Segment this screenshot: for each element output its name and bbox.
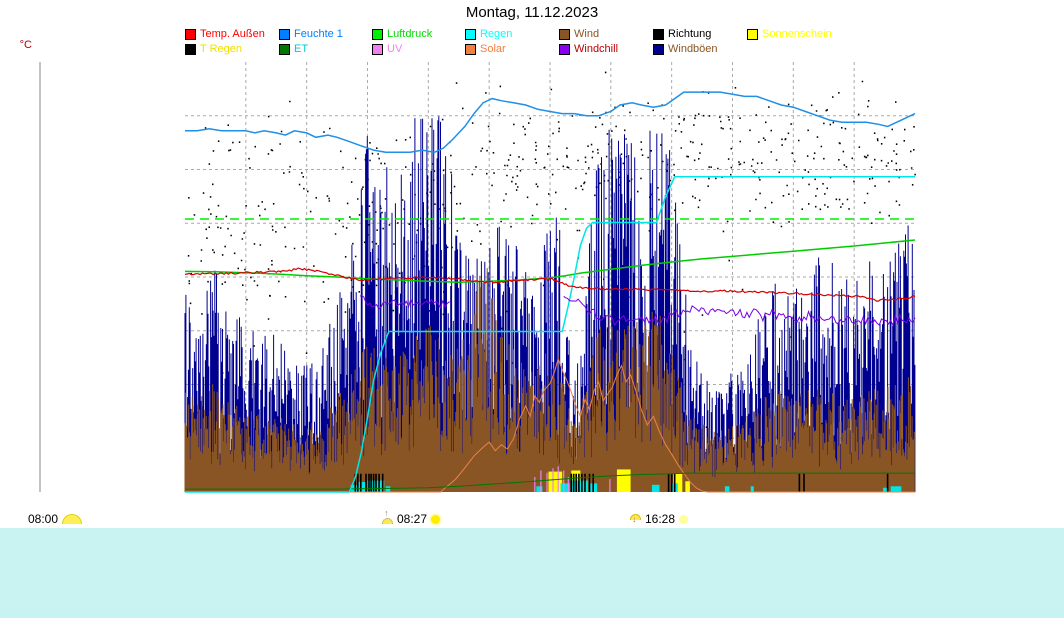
series-feuchte-1	[185, 91, 916, 154]
legend-item-richtung: Richtung	[653, 28, 711, 40]
sunset-icon	[628, 513, 641, 525]
legend-item-temp-au-en: Temp. Außen	[185, 28, 265, 40]
sunrise-time: 08:27	[397, 512, 428, 526]
legend-label: UV	[387, 43, 403, 55]
legend-swatch-luftdruck	[372, 28, 383, 40]
legend-item-regen: Regen	[465, 28, 512, 40]
series-et	[185, 472, 915, 490]
legend-swatch-windchill	[559, 43, 570, 55]
series-solar	[185, 357, 915, 493]
legend-swatch-windb-en	[653, 43, 664, 55]
legend-item-feuchte-1: Feuchte 1	[279, 28, 343, 40]
legend-label: Windböen	[668, 43, 718, 55]
legend-label: Feuchte 1	[294, 28, 343, 40]
series-wind	[184, 268, 915, 492]
legend-label: Solar	[480, 43, 506, 55]
legend-swatch-wind	[559, 28, 570, 40]
page-title: Montag, 11.12.2023	[465, 4, 599, 21]
legend-label: Luftdruck	[387, 28, 433, 40]
legend-label: T Regen	[200, 43, 242, 55]
moon-icon	[62, 514, 83, 524]
series-temp-au-en	[184, 267, 916, 302]
legend-label: Windchill	[574, 43, 619, 55]
moonrise-group: 08:00	[28, 511, 83, 527]
legend-swatch-feuchte-1	[279, 28, 290, 40]
legend-label: Sonnenschein	[762, 28, 832, 40]
legend-swatch-richtung	[653, 28, 664, 40]
moonrise-time: 08:00	[28, 512, 59, 526]
sunset-group: 16:28	[628, 511, 689, 527]
legend-swatch-uv	[372, 43, 383, 55]
legend-item-t-regen: T Regen	[185, 43, 242, 55]
series-luftdruck	[184, 239, 916, 283]
sun-pale-icon	[679, 514, 689, 524]
legend-item-et: ET	[279, 43, 308, 55]
legend-label: Temp. Außen	[200, 28, 265, 40]
sunrise-group: 08:27	[380, 508, 441, 527]
legend-item-windchill: Windchill	[559, 43, 618, 55]
legend-swatch-solar	[465, 43, 476, 55]
axis-c: °C	[20, 39, 41, 492]
legend-swatch-t-regen	[185, 43, 196, 55]
weather-chart: °C	[20, 39, 916, 493]
legend-label: Wind	[574, 28, 600, 40]
sun-icon	[431, 514, 441, 524]
legend-label: Richtung	[668, 28, 712, 40]
legend-swatch-temp-au-en	[185, 28, 196, 40]
legend-item-windb-en: Windböen	[653, 43, 718, 55]
svg-text:°C: °C	[20, 39, 32, 51]
legend-item-uv: UV	[372, 43, 402, 55]
legend-label: Regen	[480, 28, 513, 40]
stats-table	[0, 528, 1064, 618]
series-t-regen	[354, 473, 889, 492]
legend-swatch-regen	[465, 28, 476, 40]
sunrise-icon	[380, 508, 393, 525]
series-regen-summe	[185, 175, 915, 493]
legend-label: ET	[294, 43, 309, 55]
series-richtung	[187, 71, 916, 472]
series-windchill	[359, 295, 916, 327]
legend-item-sonnenschein: Sonnenschein	[747, 28, 832, 40]
legend-item-luftdruck: Luftdruck	[372, 28, 432, 40]
legend-swatch-sonnenschein	[747, 28, 758, 40]
sunset-time: 16:28	[645, 512, 676, 526]
legend-item-solar: Solar	[465, 43, 506, 55]
legend-swatch-et	[279, 43, 290, 55]
legend-item-wind: Wind	[559, 28, 599, 40]
